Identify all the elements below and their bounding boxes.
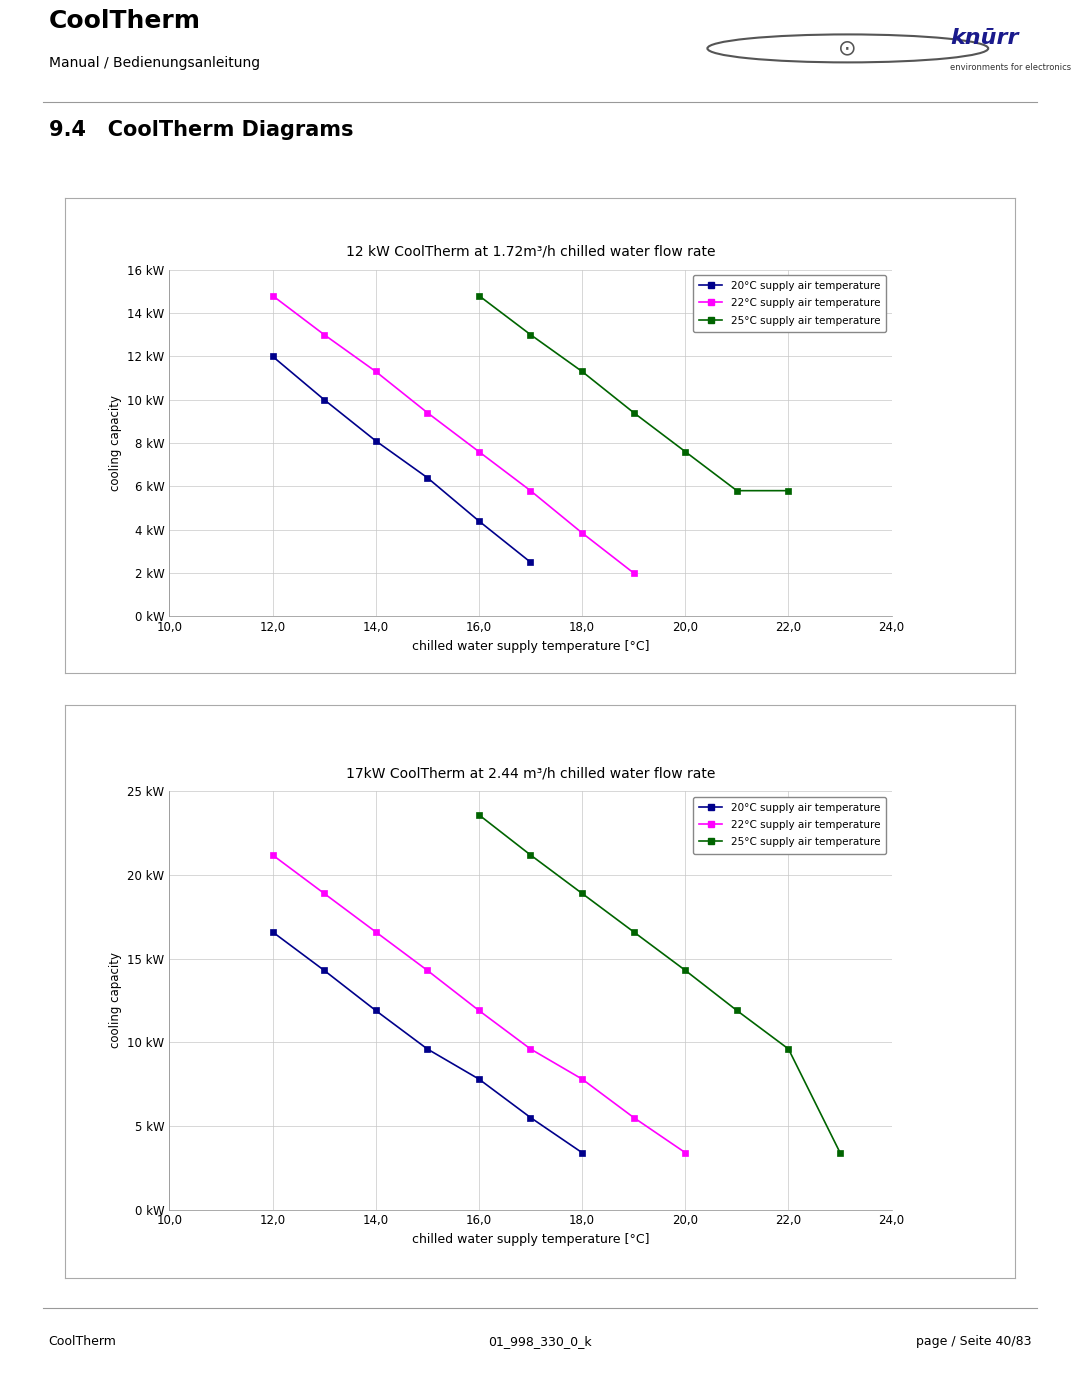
Text: CoolTherm: CoolTherm	[49, 8, 201, 32]
Legend: 20°C supply air temperature, 22°C supply air temperature, 25°C supply air temper: 20°C supply air temperature, 22°C supply…	[693, 275, 887, 332]
Text: knūrr: knūrr	[950, 28, 1018, 47]
Text: 01_998_330_0_k: 01_998_330_0_k	[488, 1336, 592, 1348]
Text: 9.4   CoolTherm Diagrams: 9.4 CoolTherm Diagrams	[49, 120, 353, 140]
X-axis label: chilled water supply temperature [°C]: chilled water supply temperature [°C]	[411, 640, 649, 652]
Text: ⊙: ⊙	[838, 38, 858, 59]
Text: environments for electronics: environments for electronics	[950, 63, 1071, 73]
Text: Manual / Bedienungsanleitung: Manual / Bedienungsanleitung	[49, 56, 259, 70]
Title: 12 kW CoolTherm at 1.72m³/h chilled water flow rate: 12 kW CoolTherm at 1.72m³/h chilled wate…	[346, 244, 715, 258]
Y-axis label: cooling capacity: cooling capacity	[109, 395, 122, 490]
Legend: 20°C supply air temperature, 22°C supply air temperature, 25°C supply air temper: 20°C supply air temperature, 22°C supply…	[693, 796, 887, 854]
Y-axis label: cooling capacity: cooling capacity	[109, 953, 122, 1049]
X-axis label: chilled water supply temperature [°C]: chilled water supply temperature [°C]	[411, 1234, 649, 1246]
Text: CoolTherm: CoolTherm	[49, 1336, 117, 1348]
Title: 17kW CoolTherm at 2.44 m³/h chilled water flow rate: 17kW CoolTherm at 2.44 m³/h chilled wate…	[346, 767, 715, 781]
Text: page / Seite 40/83: page / Seite 40/83	[916, 1336, 1031, 1348]
